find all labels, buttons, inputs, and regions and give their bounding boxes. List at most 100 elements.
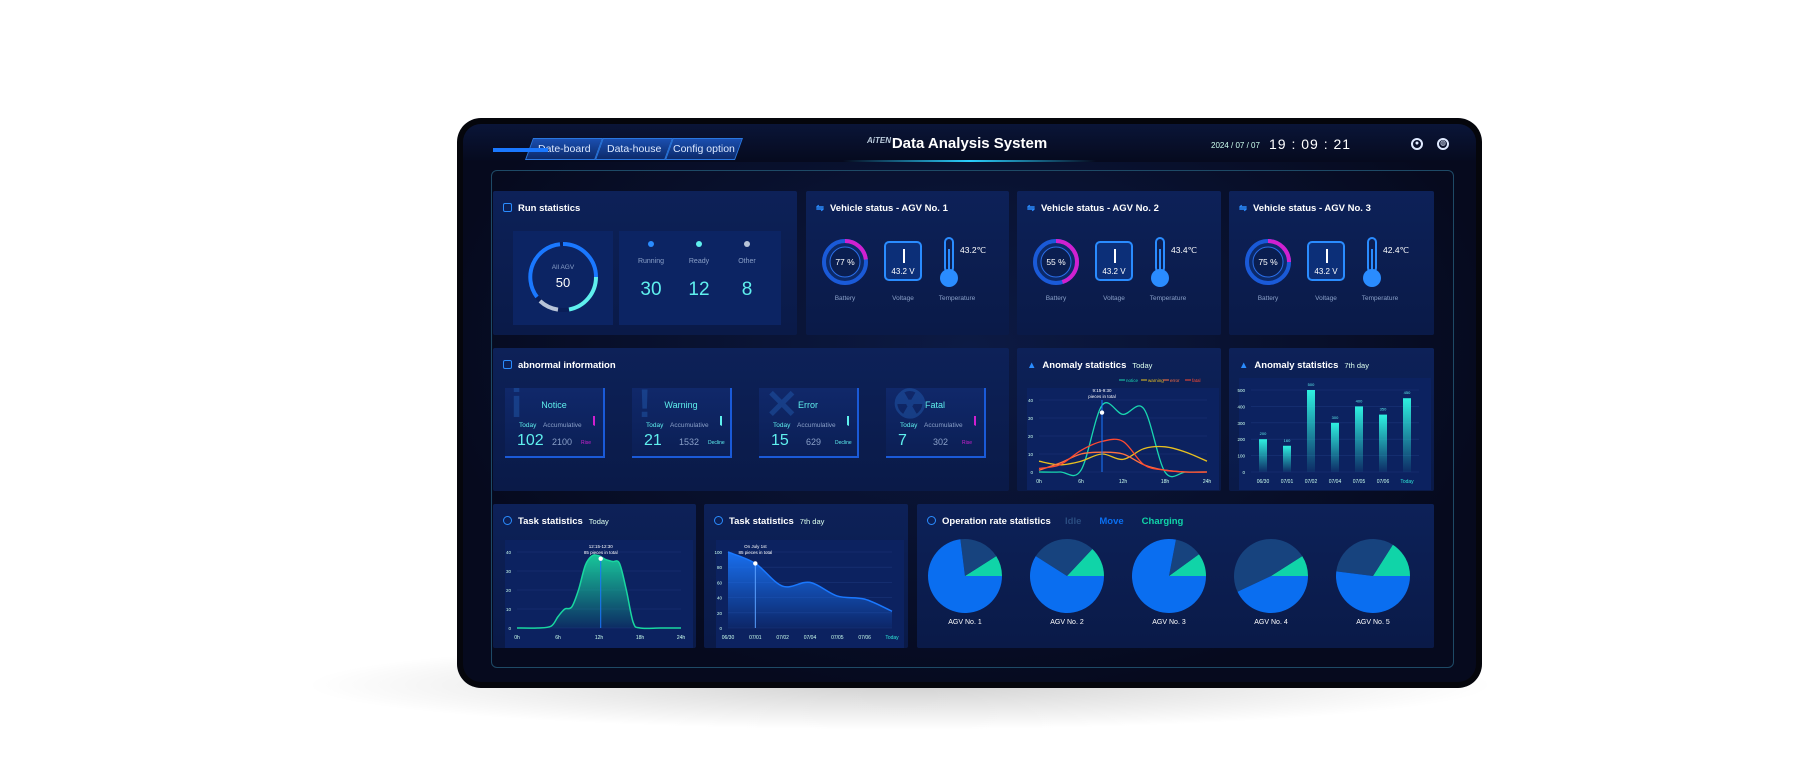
frame-accent bbox=[493, 148, 548, 152]
pie-slice-charging bbox=[1373, 544, 1410, 576]
voltage-value: 43.2 V bbox=[1314, 267, 1338, 276]
bar bbox=[1259, 439, 1267, 472]
card-title: Fatal bbox=[924, 400, 945, 410]
abnormal-card-fatal[interactable]: ☢ Fatal Today Accumulative 7 302 Rise bbox=[886, 383, 986, 458]
status-dot bbox=[648, 241, 654, 247]
area-line bbox=[516, 554, 681, 630]
abnormal-card-notice[interactable]: i Notice Today Accumulative 102 2100 Ris… bbox=[505, 382, 605, 458]
temperature-value: 43.4℃ bbox=[1171, 245, 1198, 255]
trend-bars-icon bbox=[712, 416, 722, 426]
warning-triangle-icon: ▲ bbox=[1027, 360, 1037, 371]
y-tick-label: 200 bbox=[1237, 437, 1245, 442]
x-tick-label: 07/06 bbox=[858, 635, 871, 641]
logo: AiTEN bbox=[867, 136, 891, 145]
operation-rate-panel: Operation rate statistics Idle Move Chargi… bbox=[917, 504, 1434, 648]
run-item-ready: Ready 12 bbox=[679, 241, 719, 301]
y-tick-label: 400 bbox=[1237, 404, 1245, 409]
content-frame bbox=[491, 170, 1454, 668]
pie-label: AGV No. 5 bbox=[1356, 619, 1390, 626]
x-tick-label: 07/02 bbox=[776, 635, 789, 641]
pie-label: AGV No. 1 bbox=[948, 619, 982, 626]
thermometer-icon bbox=[1367, 237, 1377, 273]
y-tick-label: 30 bbox=[1028, 416, 1034, 421]
anomaly-7day-chart: 0 100 200 300 400 500 06/30 07/01 07/02 07/04 07/0… bbox=[1237, 378, 1431, 490]
legend-charging[interactable]: Charging bbox=[1141, 516, 1184, 527]
x-tick-label: 07/04 bbox=[804, 635, 817, 641]
y-tick-label: 100 bbox=[714, 550, 722, 555]
pie-slice-idle bbox=[1169, 539, 1199, 576]
bar bbox=[1283, 445, 1291, 472]
user-icon[interactable]: ● bbox=[1411, 138, 1423, 150]
today-count: 7 bbox=[898, 432, 907, 449]
anomaly-7day-panel: ▲ Anomaly statistics 7th day 0 100 200 300 400… bbox=[1229, 348, 1434, 491]
pie-slice-charging bbox=[1067, 549, 1104, 576]
y-tick-label: 0 bbox=[1242, 470, 1245, 475]
x-tick-label: 0h bbox=[1036, 479, 1042, 485]
x-tick-label: 6h bbox=[555, 635, 561, 641]
thermometer-icon bbox=[1155, 237, 1165, 273]
pie-label: AGV No. 4 bbox=[1254, 619, 1288, 626]
pie-slice-move bbox=[1336, 571, 1410, 613]
today-count: 15 bbox=[771, 432, 789, 449]
tooltip-time: 12:15-12:30 bbox=[589, 544, 614, 549]
panel-title: abnormal information bbox=[503, 360, 616, 371]
abnormal-card-warning[interactable]: ! Warning Today Accumulative 21 1532 Dec… bbox=[632, 382, 732, 458]
error-icon: ✕ bbox=[765, 383, 799, 427]
today-label: Today bbox=[519, 422, 537, 429]
globe-icon[interactable]: ◍ bbox=[1437, 138, 1449, 150]
trend-bars-icon bbox=[966, 416, 976, 426]
task-7day-chart: 0 20 40 60 80 100 06/30 07/01 07/02 07/04 07/05 07/… bbox=[714, 540, 904, 648]
x-tick-label: 07/05 bbox=[1353, 479, 1366, 485]
x-tick-label: 07/06 bbox=[1377, 479, 1390, 485]
all-agv-value: 50 bbox=[555, 275, 571, 290]
y-tick-label: 300 bbox=[1237, 421, 1245, 426]
battery-label: Battery bbox=[1257, 295, 1279, 302]
task-today-panel: Task statistics Today 0 10 20 30 40 0h 6h 12h 18h… bbox=[493, 504, 696, 648]
x-tick-label: Today bbox=[885, 635, 899, 641]
x-tick-label: 07/05 bbox=[831, 635, 844, 641]
x-tick-label: 07/01 bbox=[749, 635, 762, 641]
y-tick-label: 20 bbox=[717, 611, 723, 616]
accumulative-label: Accumulative bbox=[543, 422, 582, 429]
bar bbox=[1379, 414, 1387, 472]
clock-icon bbox=[714, 516, 723, 525]
pie-label: AGV No. 3 bbox=[1152, 619, 1186, 626]
y-tick-label: 40 bbox=[1028, 398, 1034, 403]
x-tick-label: 24h bbox=[1203, 479, 1212, 485]
accumulative-count: 1532 bbox=[679, 437, 700, 447]
battery-value: 75 % bbox=[1258, 257, 1278, 267]
abnormal-card-error[interactable]: ✕ Error Today Accumulative 15 629 Declin… bbox=[759, 383, 859, 458]
pie-slice-move bbox=[928, 539, 1002, 613]
dashboard-device: Date-board Data-house Config option AiTE… bbox=[457, 118, 1482, 688]
bar bbox=[1355, 406, 1363, 472]
panel-title: ▲ Anomaly statistics Today bbox=[1027, 360, 1153, 371]
accumulative-count: 302 bbox=[933, 437, 949, 447]
bar-value-label: 450 bbox=[1404, 390, 1411, 395]
trend-label: Decline bbox=[835, 440, 852, 446]
x-tick-label: 12h bbox=[595, 635, 604, 641]
accumulative-label: Accumulative bbox=[670, 422, 709, 429]
fatal-icon: ☢ bbox=[892, 383, 928, 427]
clock: 19 : 09 : 21 bbox=[1269, 136, 1352, 152]
legend-move[interactable]: Move bbox=[1099, 516, 1124, 527]
voltage-needle bbox=[1114, 249, 1116, 263]
battery-gauge bbox=[1033, 239, 1079, 285]
bar-value-label: 300 bbox=[1332, 415, 1339, 420]
y-tick-label: 10 bbox=[1028, 452, 1034, 457]
temperature-label: Temperature bbox=[1149, 295, 1187, 302]
battery-gauge bbox=[822, 239, 868, 285]
tooltip-total: 85 pieces in total bbox=[584, 550, 618, 555]
voltage-label: Voltage bbox=[892, 295, 914, 302]
today-count: 102 bbox=[517, 432, 544, 449]
pie-slice-idle bbox=[1035, 539, 1093, 576]
voltage-value: 43.2 V bbox=[1102, 267, 1126, 276]
warning-icon: ! bbox=[638, 382, 652, 426]
all-agv-label: All AGV bbox=[551, 264, 575, 271]
clipboard-icon bbox=[503, 360, 512, 369]
task-7day-panel: Task statistics 7th day 0 20 40 60 80 100 06/30… bbox=[704, 504, 908, 648]
x-tick-label: 07/02 bbox=[1305, 479, 1318, 485]
voltage-value: 43.2 V bbox=[891, 267, 915, 276]
legend-idle[interactable]: Idle bbox=[1065, 516, 1082, 527]
run-item-label: Ready bbox=[688, 258, 710, 265]
